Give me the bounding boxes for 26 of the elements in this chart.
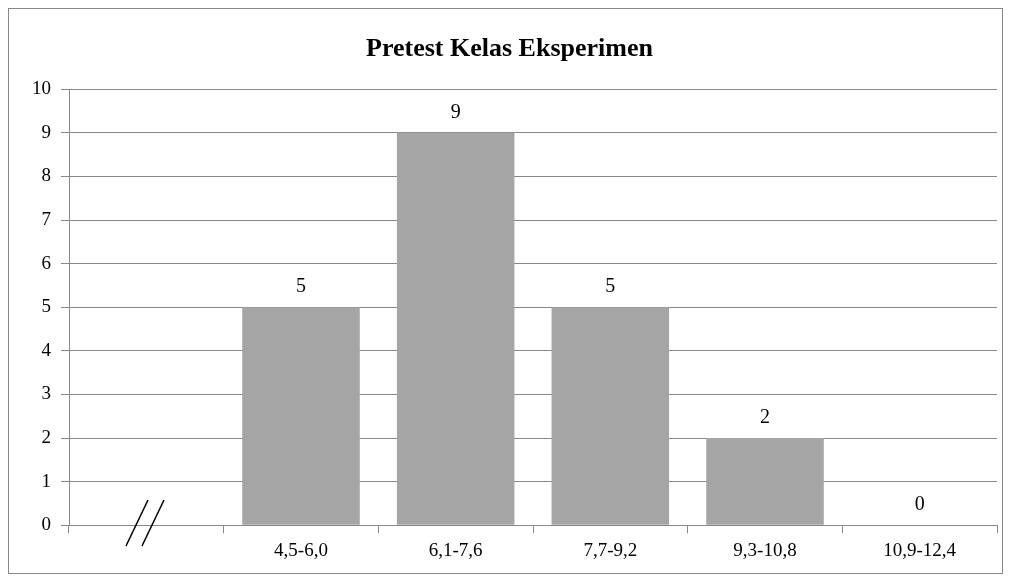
bar bbox=[706, 438, 824, 525]
chart-title: Pretest Kelas Eksperimen bbox=[366, 33, 654, 63]
data-label: 5 bbox=[605, 274, 616, 297]
data-label: 0 bbox=[914, 492, 925, 515]
x-tick-label: 7,7-9,2 bbox=[583, 538, 638, 560]
bar bbox=[551, 307, 670, 525]
y-tick-label: 9 bbox=[41, 120, 51, 142]
y-tick-label: 0 bbox=[41, 513, 51, 535]
data-label: 9 bbox=[450, 100, 461, 123]
y-tick-label: 1 bbox=[41, 469, 51, 491]
bar bbox=[396, 132, 515, 525]
y-tick-label: 6 bbox=[41, 251, 51, 273]
x-tick-label: 10,9-12,4 bbox=[883, 538, 957, 560]
x-tick-label: 6,1-7,6 bbox=[428, 538, 483, 560]
y-tick-label: 3 bbox=[41, 382, 51, 404]
x-tick-label: 4,5-6,0 bbox=[274, 538, 328, 560]
y-tick-label: 10 bbox=[32, 77, 51, 99]
bar bbox=[242, 307, 360, 525]
y-tick-label: 7 bbox=[41, 207, 51, 229]
y-tick-label: 8 bbox=[41, 164, 51, 186]
x-tick-label: 9,3-10,8 bbox=[733, 538, 797, 560]
y-tick-label: 2 bbox=[41, 425, 51, 447]
y-tick-label: 4 bbox=[41, 338, 52, 360]
y-tick-label: 5 bbox=[41, 295, 51, 317]
data-label: 2 bbox=[760, 405, 770, 428]
data-label: 5 bbox=[296, 274, 306, 297]
